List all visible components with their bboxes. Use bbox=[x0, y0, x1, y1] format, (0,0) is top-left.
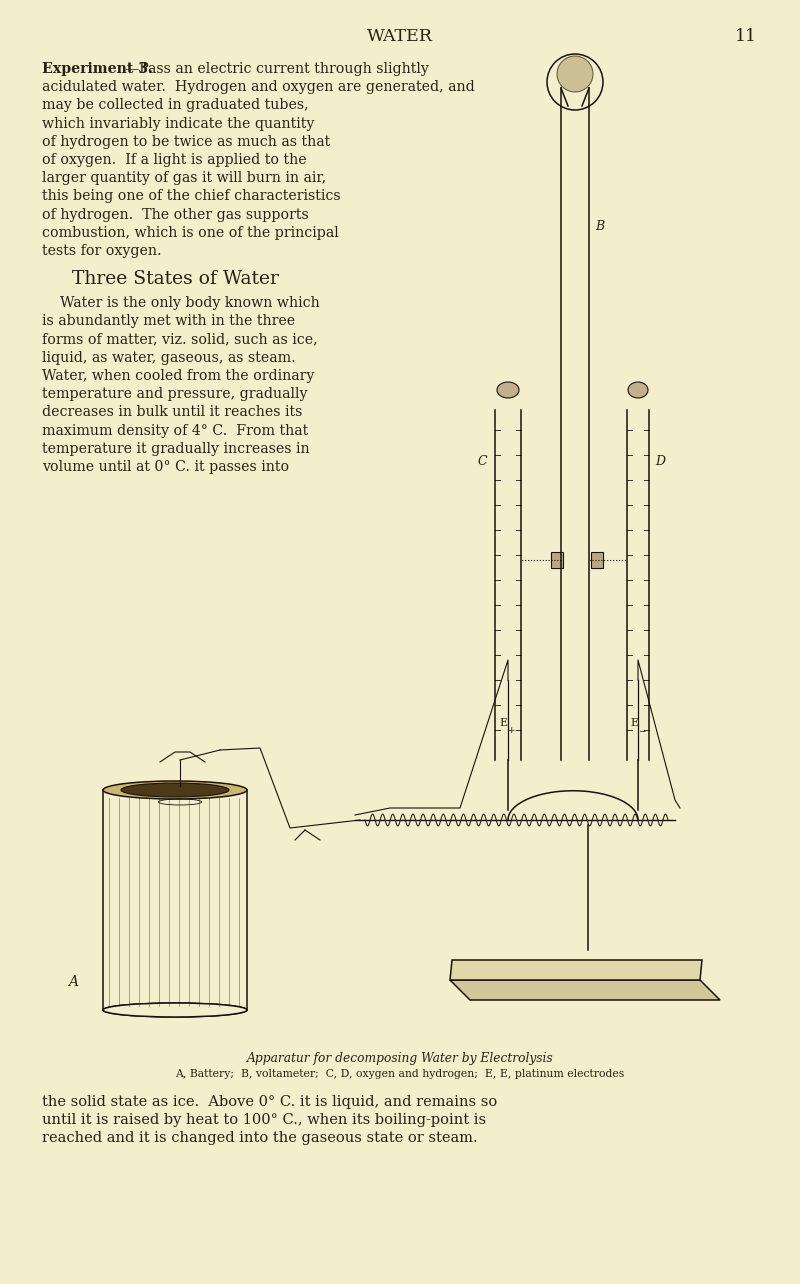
Text: the solid state as ice.  Above 0° C. it is liquid, and remains so: the solid state as ice. Above 0° C. it i… bbox=[42, 1095, 498, 1109]
Text: volume until at 0° C. it passes into: volume until at 0° C. it passes into bbox=[42, 460, 289, 474]
Text: A: A bbox=[68, 975, 78, 989]
Bar bbox=[591, 552, 603, 568]
Text: Apparatur for decomposing Water by Electrolysis: Apparatur for decomposing Water by Elect… bbox=[246, 1052, 554, 1064]
Text: this being one of the chief characteristics: this being one of the chief characterist… bbox=[42, 190, 341, 203]
Text: reached and it is changed into the gaseous state or steam.: reached and it is changed into the gaseo… bbox=[42, 1131, 478, 1145]
Text: temperature and pressure, gradually: temperature and pressure, gradually bbox=[42, 388, 307, 401]
Text: combustion, which is one of the principal: combustion, which is one of the principa… bbox=[42, 226, 338, 240]
Text: decreases in bulk until it reaches its: decreases in bulk until it reaches its bbox=[42, 406, 302, 420]
Polygon shape bbox=[450, 960, 702, 980]
Text: Three States of Water: Three States of Water bbox=[71, 270, 278, 288]
Text: of hydrogen.  The other gas supports: of hydrogen. The other gas supports bbox=[42, 208, 309, 222]
Ellipse shape bbox=[121, 783, 229, 797]
Text: tests for oxygen.: tests for oxygen. bbox=[42, 244, 162, 258]
Text: until it is raised by heat to 100° C., when its boiling-point is: until it is raised by heat to 100° C., w… bbox=[42, 1113, 486, 1127]
Text: acidulated water.  Hydrogen and oxygen are generated, and: acidulated water. Hydrogen and oxygen ar… bbox=[42, 80, 474, 94]
Polygon shape bbox=[450, 980, 720, 1000]
Text: is abundantly met with in the three: is abundantly met with in the three bbox=[42, 315, 295, 329]
Text: forms of matter, viz. solid, such as ice,: forms of matter, viz. solid, such as ice… bbox=[42, 333, 318, 347]
Text: —Pass an electric current through slightly: —Pass an electric current through slight… bbox=[125, 62, 429, 76]
Text: B: B bbox=[595, 220, 604, 232]
Text: WATER: WATER bbox=[367, 28, 433, 45]
Text: E: E bbox=[499, 718, 507, 728]
Text: of oxygen.  If a light is applied to the: of oxygen. If a light is applied to the bbox=[42, 153, 306, 167]
Text: A, Battery;  B, voltameter;  C, D, oxygen and hydrogen;  E, E, platinum electrod: A, Battery; B, voltameter; C, D, oxygen … bbox=[175, 1070, 625, 1079]
Text: Experiment 3.: Experiment 3. bbox=[42, 62, 153, 76]
Text: 11: 11 bbox=[735, 28, 757, 45]
Text: +: + bbox=[507, 725, 514, 734]
Ellipse shape bbox=[103, 1003, 247, 1017]
Text: of hydrogen to be twice as much as that: of hydrogen to be twice as much as that bbox=[42, 135, 330, 149]
Text: temperature it gradually increases in: temperature it gradually increases in bbox=[42, 442, 310, 456]
Circle shape bbox=[557, 56, 593, 92]
Text: −: − bbox=[638, 725, 646, 734]
Text: larger quantity of gas it will burn in air,: larger quantity of gas it will burn in a… bbox=[42, 171, 326, 185]
Bar bbox=[551, 552, 563, 568]
Ellipse shape bbox=[628, 383, 648, 398]
Ellipse shape bbox=[497, 383, 519, 398]
Text: C: C bbox=[478, 455, 488, 467]
Text: E: E bbox=[630, 718, 638, 728]
Text: which invariably indicate the quantity: which invariably indicate the quantity bbox=[42, 117, 314, 131]
Text: liquid, as water, gaseous, as steam.: liquid, as water, gaseous, as steam. bbox=[42, 351, 296, 365]
Text: D: D bbox=[655, 455, 665, 467]
Ellipse shape bbox=[103, 781, 247, 799]
Text: maximum density of 4° C.  From that: maximum density of 4° C. From that bbox=[42, 424, 308, 438]
Text: may be collected in graduated tubes,: may be collected in graduated tubes, bbox=[42, 99, 309, 113]
Text: Water, when cooled from the ordinary: Water, when cooled from the ordinary bbox=[42, 369, 314, 383]
Text: Water is the only body known which: Water is the only body known which bbox=[42, 297, 320, 311]
